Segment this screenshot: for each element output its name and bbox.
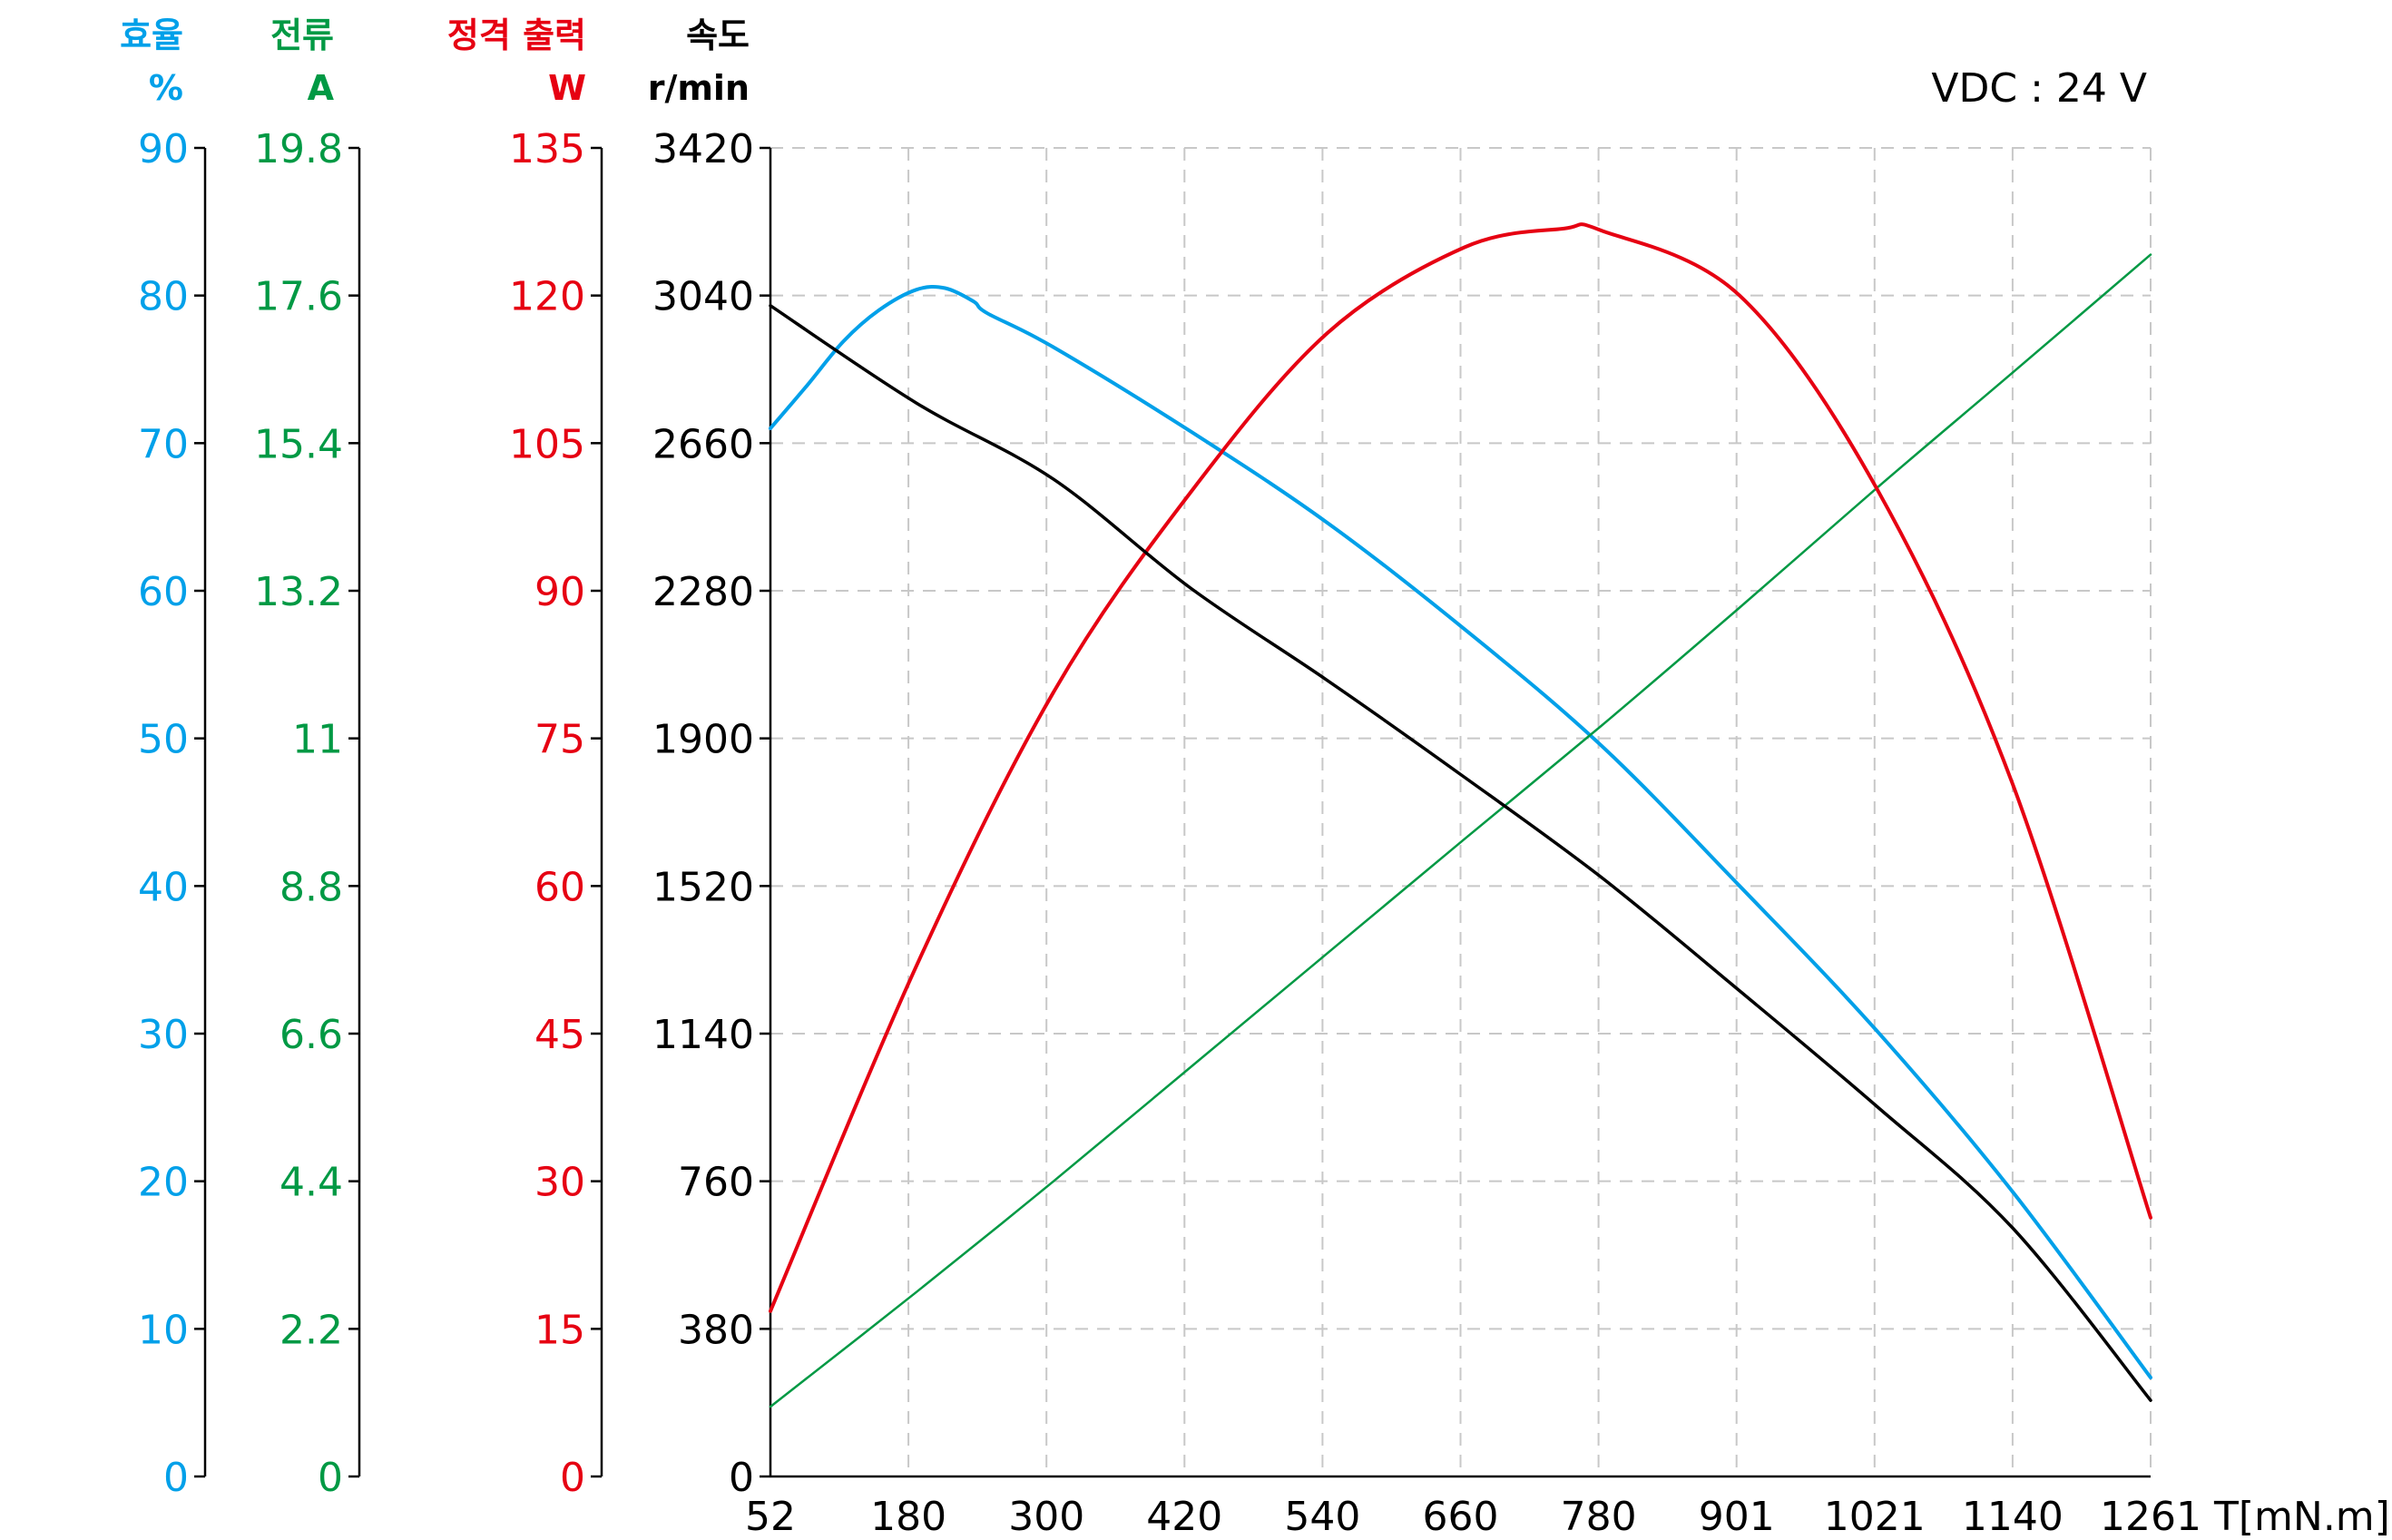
efficiency-tick-label: 40: [138, 864, 189, 910]
power-axis-unit: W: [548, 68, 586, 108]
x-tick-label: 660: [1423, 1494, 1499, 1540]
current-curve: [769, 253, 2152, 1408]
current-tick-label: 15.4: [254, 421, 343, 467]
x-axis-label: T[mN.m]: [2213, 1494, 2390, 1540]
grid-lines: [770, 147, 2152, 1476]
x-tick-label: 420: [1146, 1494, 1222, 1540]
power-axis: 135 120 105 90 75 60 45 30 15 0: [509, 126, 603, 1501]
efficiency-tick-label: 50: [138, 717, 189, 763]
speed-tick-label: 1140: [652, 1012, 754, 1058]
efficiency-axis-unit: %: [149, 68, 183, 108]
efficiency-tick-label: 60: [138, 569, 189, 615]
x-tick-label: 52: [745, 1494, 796, 1540]
efficiency-tick-label: 30: [138, 1012, 189, 1058]
speed-tick-label: 1900: [652, 717, 754, 763]
current-tick-label: 2.2: [279, 1307, 343, 1353]
speed-tick-label: 3040: [652, 274, 754, 320]
x-tick-label: 1140: [1962, 1494, 2064, 1540]
x-tick-label: 780: [1561, 1494, 1637, 1540]
speed-tick-label: 380: [678, 1307, 754, 1353]
power-tick-label: 15: [534, 1307, 585, 1353]
y-axes: 90 80 70 60 50 40 30 20 10 0 19.8 17.6 15.4 13.2 11 8.8…: [138, 126, 772, 1501]
power-curve: [769, 222, 2152, 1313]
current-tick-label: 6.6: [279, 1012, 343, 1058]
efficiency-curve: [769, 285, 2152, 1379]
power-tick-label: 120: [509, 274, 585, 320]
efficiency-tick-label: 70: [138, 421, 189, 467]
x-axis: 52 180 300 420 540 660 780 901 1021 1140 1261: [745, 1475, 2201, 1540]
efficiency-axis: 90 80 70 60 50 40 30 20 10 0: [138, 126, 207, 1501]
efficiency-axis-title: 효율: [120, 15, 183, 55]
current-tick-label: 4.4: [279, 1160, 343, 1206]
current-tick-label: 17.6: [254, 274, 343, 320]
current-axis: 19.8 17.6 15.4 13.2 11 8.8 6.6 4.4 2.2 0: [254, 126, 361, 1501]
power-tick-label: 75: [534, 717, 585, 763]
speed-axis-unit: r/min: [648, 68, 750, 108]
speed-curve: [769, 304, 2152, 1402]
x-tick-label: 540: [1284, 1494, 1360, 1540]
speed-axis: 3420 3040 2660 2280 1900 1520 1140 760 380 0: [652, 126, 772, 1501]
current-tick-label: 0: [318, 1455, 343, 1501]
axis-headers: 효율 % 전류 A 정격 출력 W 속도 r/min: [120, 15, 750, 108]
power-tick-label: 60: [534, 864, 585, 910]
power-tick-label: 0: [560, 1455, 585, 1501]
efficiency-tick-label: 90: [138, 126, 189, 172]
speed-tick-label: 760: [678, 1160, 754, 1206]
x-tick-label: 1261: [2100, 1494, 2201, 1540]
power-tick-label: 90: [534, 569, 585, 615]
vdc-annotation: VDC : 24 V: [1931, 65, 2147, 112]
power-tick-label: 135: [509, 126, 585, 172]
power-axis-title: 정격 출력: [447, 15, 586, 55]
efficiency-tick-label: 20: [138, 1160, 189, 1206]
x-tick-label: 300: [1008, 1494, 1084, 1540]
power-tick-label: 30: [534, 1160, 585, 1206]
power-tick-label: 105: [509, 421, 585, 467]
current-tick-label: 11: [292, 717, 343, 763]
current-axis-unit: A: [308, 68, 335, 108]
speed-tick-label: 0: [729, 1455, 754, 1501]
efficiency-tick-label: 10: [138, 1307, 189, 1353]
current-tick-label: 19.8: [254, 126, 343, 172]
current-axis-title: 전류: [270, 15, 334, 55]
x-tick-label: 180: [870, 1494, 946, 1540]
speed-tick-label: 2660: [652, 421, 754, 467]
speed-tick-label: 3420: [652, 126, 754, 172]
speed-axis-title: 속도: [686, 15, 750, 55]
x-tick-label: 901: [1699, 1494, 1775, 1540]
current-tick-label: 8.8: [279, 864, 343, 910]
speed-tick-label: 1520: [652, 864, 754, 910]
data-curves: [769, 222, 2152, 1408]
speed-tick-label: 2280: [652, 569, 754, 615]
current-tick-label: 13.2: [254, 569, 343, 615]
power-tick-label: 45: [534, 1012, 585, 1058]
x-tick-label: 1021: [1824, 1494, 1926, 1540]
efficiency-tick-label: 80: [138, 274, 189, 320]
efficiency-tick-label: 0: [163, 1455, 189, 1501]
